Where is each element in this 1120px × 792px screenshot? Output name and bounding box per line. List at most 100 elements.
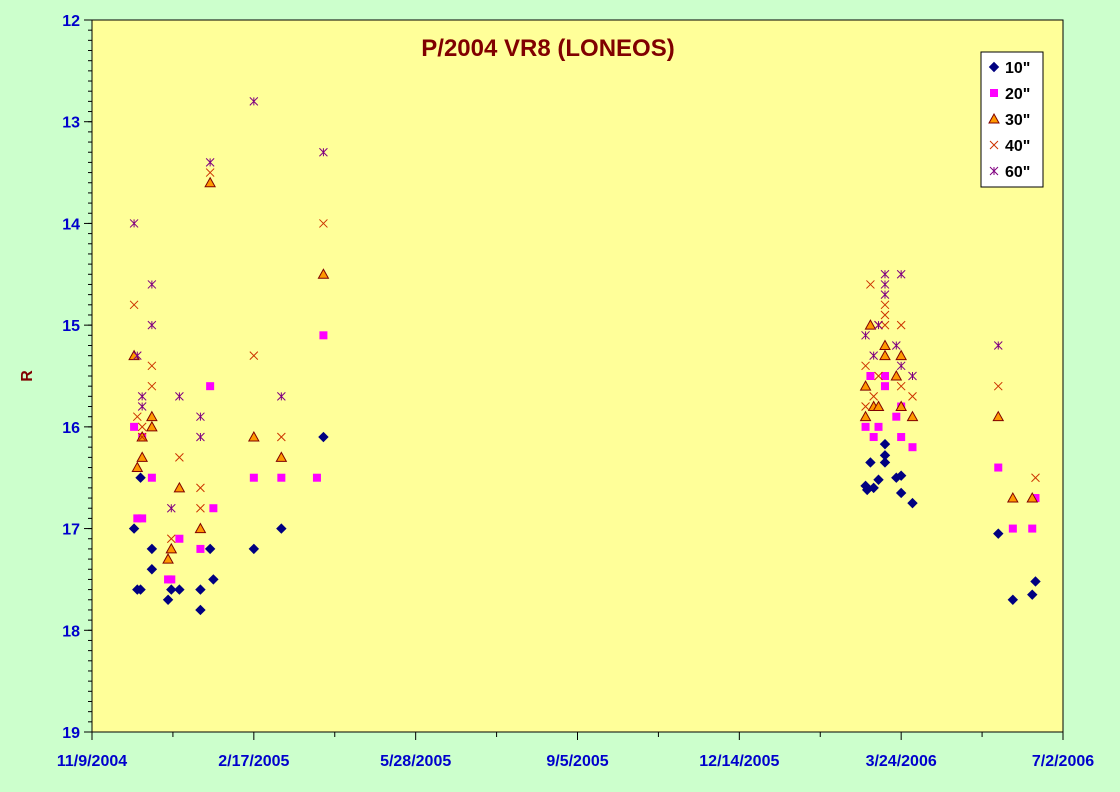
- data-point: [896, 381, 906, 391]
- data-point: [137, 402, 147, 411]
- y-tick-label: 17: [62, 522, 80, 539]
- y-tick-label: 15: [62, 318, 80, 335]
- data-point: [167, 575, 176, 584]
- data-point: [206, 382, 215, 391]
- data-point: [249, 473, 258, 482]
- data-point: [897, 433, 906, 442]
- data-point: [880, 290, 890, 299]
- y-tick-label: 16: [62, 420, 80, 437]
- axes: 12 13 14 15 16 17 18 19 11/9/2004 2/17/2005 5/28/2…: [57, 13, 1094, 770]
- data-point: [861, 330, 870, 340]
- legend-marker: [988, 61, 1000, 73]
- data-point: [276, 523, 287, 534]
- data-point: [196, 544, 205, 553]
- data-point: [146, 420, 158, 432]
- data-point: [146, 410, 158, 422]
- data-point: [859, 380, 872, 391]
- data-point: [174, 584, 185, 595]
- chart-title: P/2004 VR8 (LONEOS): [421, 35, 674, 62]
- data-point: [865, 457, 876, 468]
- data-point: [1008, 524, 1017, 533]
- data-point: [173, 481, 186, 493]
- data-point: [162, 594, 174, 605]
- data-point: [146, 564, 158, 575]
- data-point: [880, 320, 890, 330]
- plot-area: [91, 19, 1064, 733]
- data-point: [879, 438, 891, 450]
- data-point: [196, 412, 205, 422]
- data-point: [319, 331, 328, 340]
- data-point: [166, 503, 176, 513]
- data-point: [890, 369, 903, 381]
- series-5: [129, 97, 1003, 513]
- data-point: [895, 349, 908, 361]
- data-point: [874, 371, 883, 381]
- x-tick-label: 12/14/2005: [699, 753, 779, 770]
- data-point: [992, 410, 1005, 422]
- data-point: [277, 473, 286, 482]
- y-tick-label: 12: [62, 13, 80, 30]
- legend-label: 10": [1005, 60, 1030, 77]
- x-tick-label: 3/24/2006: [866, 753, 937, 770]
- data-point: [247, 430, 260, 442]
- data-point: [147, 381, 157, 391]
- data-point: [196, 483, 205, 493]
- legend-marker: [989, 166, 999, 176]
- data-point: [319, 219, 328, 228]
- data-point: [868, 482, 879, 494]
- data-point: [873, 474, 884, 485]
- data-point: [132, 351, 142, 361]
- data-point: [861, 361, 870, 371]
- data-point: [1006, 492, 1019, 503]
- data-point: [166, 584, 177, 595]
- data-point: [147, 361, 157, 371]
- legend-label: 60": [1005, 164, 1030, 181]
- data-point: [147, 473, 156, 482]
- data-point: [135, 472, 146, 483]
- x-tick-label: 2/17/2005: [218, 753, 289, 770]
- x-tick-label: 7/2/2006: [1032, 753, 1094, 770]
- data-point: [130, 422, 139, 431]
- data-point: [880, 310, 890, 320]
- data-point: [166, 534, 176, 544]
- data-point: [895, 400, 908, 412]
- data-point: [249, 97, 259, 106]
- y-tick-label: 19: [62, 725, 80, 742]
- y-tick-label: 14: [62, 216, 80, 233]
- legend: 10" 20" 30" 40" 60": [980, 51, 1044, 188]
- data-point: [892, 412, 901, 421]
- data-point: [194, 522, 207, 534]
- data-point: [136, 451, 149, 462]
- data-point: [896, 269, 906, 279]
- data-point: [162, 553, 174, 564]
- y-tick-label: 18: [62, 623, 80, 640]
- data-point: [175, 391, 184, 401]
- legend-label: 20": [1005, 86, 1030, 103]
- legend-label: 30": [1005, 112, 1030, 129]
- data-point: [869, 433, 878, 442]
- x-tick-label: 9/5/2005: [546, 753, 608, 770]
- data-point: [204, 176, 216, 188]
- data-point: [869, 391, 879, 401]
- data-point: [204, 543, 216, 555]
- data-point: [1007, 594, 1019, 605]
- data-point: [908, 391, 917, 401]
- data-point: [138, 514, 147, 523]
- data-point: [993, 528, 1004, 539]
- data-point: [137, 422, 147, 432]
- data-point: [880, 280, 890, 289]
- data-point: [874, 422, 883, 431]
- data-point: [175, 453, 184, 462]
- data-point: [195, 584, 206, 595]
- x-tick-label: 5/28/2005: [380, 753, 451, 770]
- data-point: [131, 461, 144, 473]
- data-point: [866, 372, 875, 380]
- data-point: [895, 487, 907, 499]
- data-point: [319, 147, 328, 157]
- data-point: [147, 320, 157, 330]
- data-point: [880, 372, 889, 380]
- data-point: [248, 543, 260, 555]
- series-3: [128, 176, 1039, 564]
- data-point: [317, 268, 330, 279]
- data-point: [275, 451, 288, 462]
